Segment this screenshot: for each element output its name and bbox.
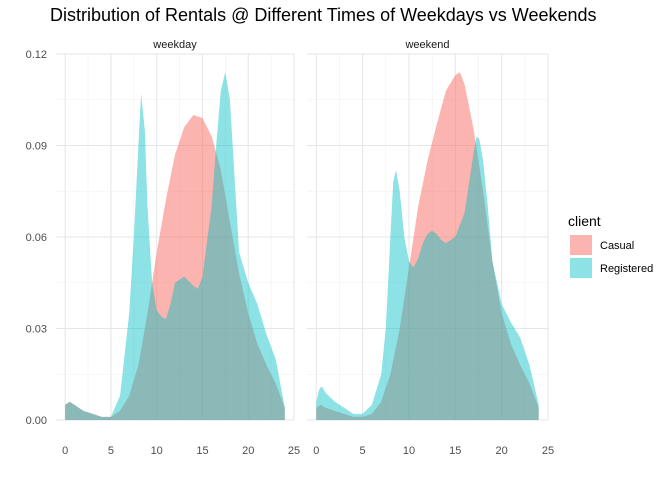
y-tick-label: 0.03 <box>26 324 47 336</box>
legend-label-casual: Casual <box>600 240 634 252</box>
chart-title: Distribution of Rentals @ Different Time… <box>50 5 597 25</box>
x-tick-label: 0 <box>62 445 68 457</box>
density-area-registered <box>316 136 539 421</box>
panel-weekday: weekday 0 5 10 15 20 25 <box>56 39 300 457</box>
density-area-registered <box>65 72 285 421</box>
x-tick-label: 20 <box>496 445 508 457</box>
y-tick-label: 0.09 <box>26 141 47 153</box>
x-tick-label: 10 <box>403 445 415 457</box>
y-axis: 0.00 0.03 0.06 0.09 0.12 <box>26 49 47 427</box>
legend: client Casual Registered <box>568 213 653 278</box>
x-tick-label: 5 <box>360 445 366 457</box>
panel-strip-label: weekday <box>152 39 197 51</box>
x-tick-label: 5 <box>108 445 114 457</box>
y-tick-label: 0.00 <box>26 415 47 427</box>
legend-title: client <box>568 213 601 229</box>
density-area-casual <box>65 115 285 420</box>
x-tick-label: 25 <box>288 445 300 457</box>
density-area-casual <box>316 72 539 421</box>
legend-swatch-registered <box>570 258 592 278</box>
panel-weekend: weekend 0 5 10 15 20 25 <box>307 39 554 457</box>
panel-strip-label: weekend <box>404 39 449 51</box>
x-tick-label: 15 <box>196 445 208 457</box>
x-tick-label: 25 <box>542 445 554 457</box>
x-tick-label: 15 <box>449 445 461 457</box>
legend-swatch-casual <box>570 235 592 255</box>
y-tick-label: 0.06 <box>26 232 47 244</box>
x-tick-label: 0 <box>313 445 319 457</box>
x-tick-label: 20 <box>242 445 254 457</box>
y-tick-label: 0.12 <box>26 49 47 61</box>
legend-label-registered: Registered <box>600 263 653 275</box>
x-tick-label: 10 <box>151 445 163 457</box>
